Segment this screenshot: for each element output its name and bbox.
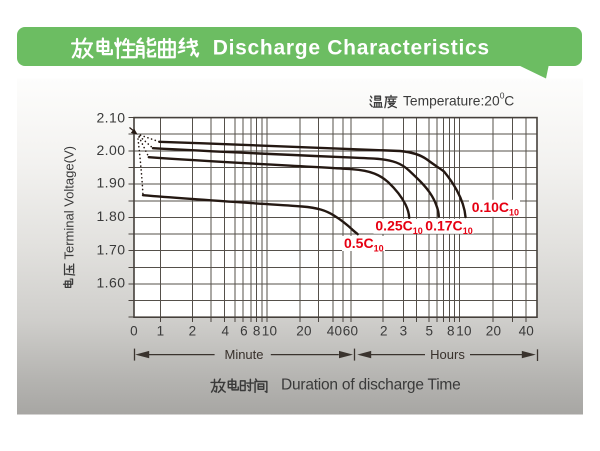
svg-text:20: 20 — [486, 323, 501, 338]
svg-text:1.70: 1.70 — [96, 242, 125, 258]
svg-text:10: 10 — [262, 323, 277, 338]
svg-text:Temperature:20: Temperature:20 — [403, 94, 500, 109]
svg-text:1.60: 1.60 — [96, 275, 125, 291]
svg-text:0.10C: 0.10C — [472, 199, 509, 215]
svg-text:0: 0 — [130, 323, 138, 338]
svg-text:10: 10 — [374, 243, 384, 253]
svg-text:Duration of discharge Time: Duration of discharge Time — [281, 377, 461, 394]
svg-text:10: 10 — [463, 226, 473, 236]
svg-text:10: 10 — [456, 323, 471, 338]
svg-text:1: 1 — [157, 323, 165, 338]
svg-text:Terminal Voltage(V): Terminal Voltage(V) — [62, 146, 77, 259]
svg-text:8: 8 — [253, 323, 261, 338]
svg-text:4: 4 — [221, 323, 229, 338]
svg-text:1.90: 1.90 — [96, 175, 125, 191]
svg-text:6: 6 — [240, 323, 248, 338]
svg-text:2.10: 2.10 — [96, 110, 125, 126]
svg-text:20: 20 — [296, 323, 311, 338]
svg-text:1.80: 1.80 — [96, 208, 125, 224]
svg-text:0.5C: 0.5C — [344, 235, 374, 251]
svg-text:C: C — [504, 94, 514, 109]
svg-text:Discharge Characteristics: Discharge Characteristics — [213, 37, 490, 60]
svg-text:Hours: Hours — [430, 347, 465, 362]
svg-text:40: 40 — [519, 323, 534, 338]
svg-text:0.17C: 0.17C — [425, 217, 462, 233]
svg-text:3: 3 — [400, 323, 408, 338]
svg-text:2: 2 — [189, 323, 197, 338]
svg-text:40: 40 — [327, 323, 342, 338]
svg-text:2: 2 — [380, 323, 388, 338]
svg-text:Minute: Minute — [224, 347, 263, 362]
svg-text:8: 8 — [447, 323, 455, 338]
svg-text:10: 10 — [509, 208, 519, 218]
svg-text:60: 60 — [343, 323, 358, 338]
svg-text:5: 5 — [426, 323, 434, 338]
svg-text:0: 0 — [500, 91, 505, 101]
svg-text:0.25C: 0.25C — [375, 217, 412, 233]
svg-text:10: 10 — [413, 226, 423, 236]
svg-text:2.00: 2.00 — [96, 142, 125, 158]
